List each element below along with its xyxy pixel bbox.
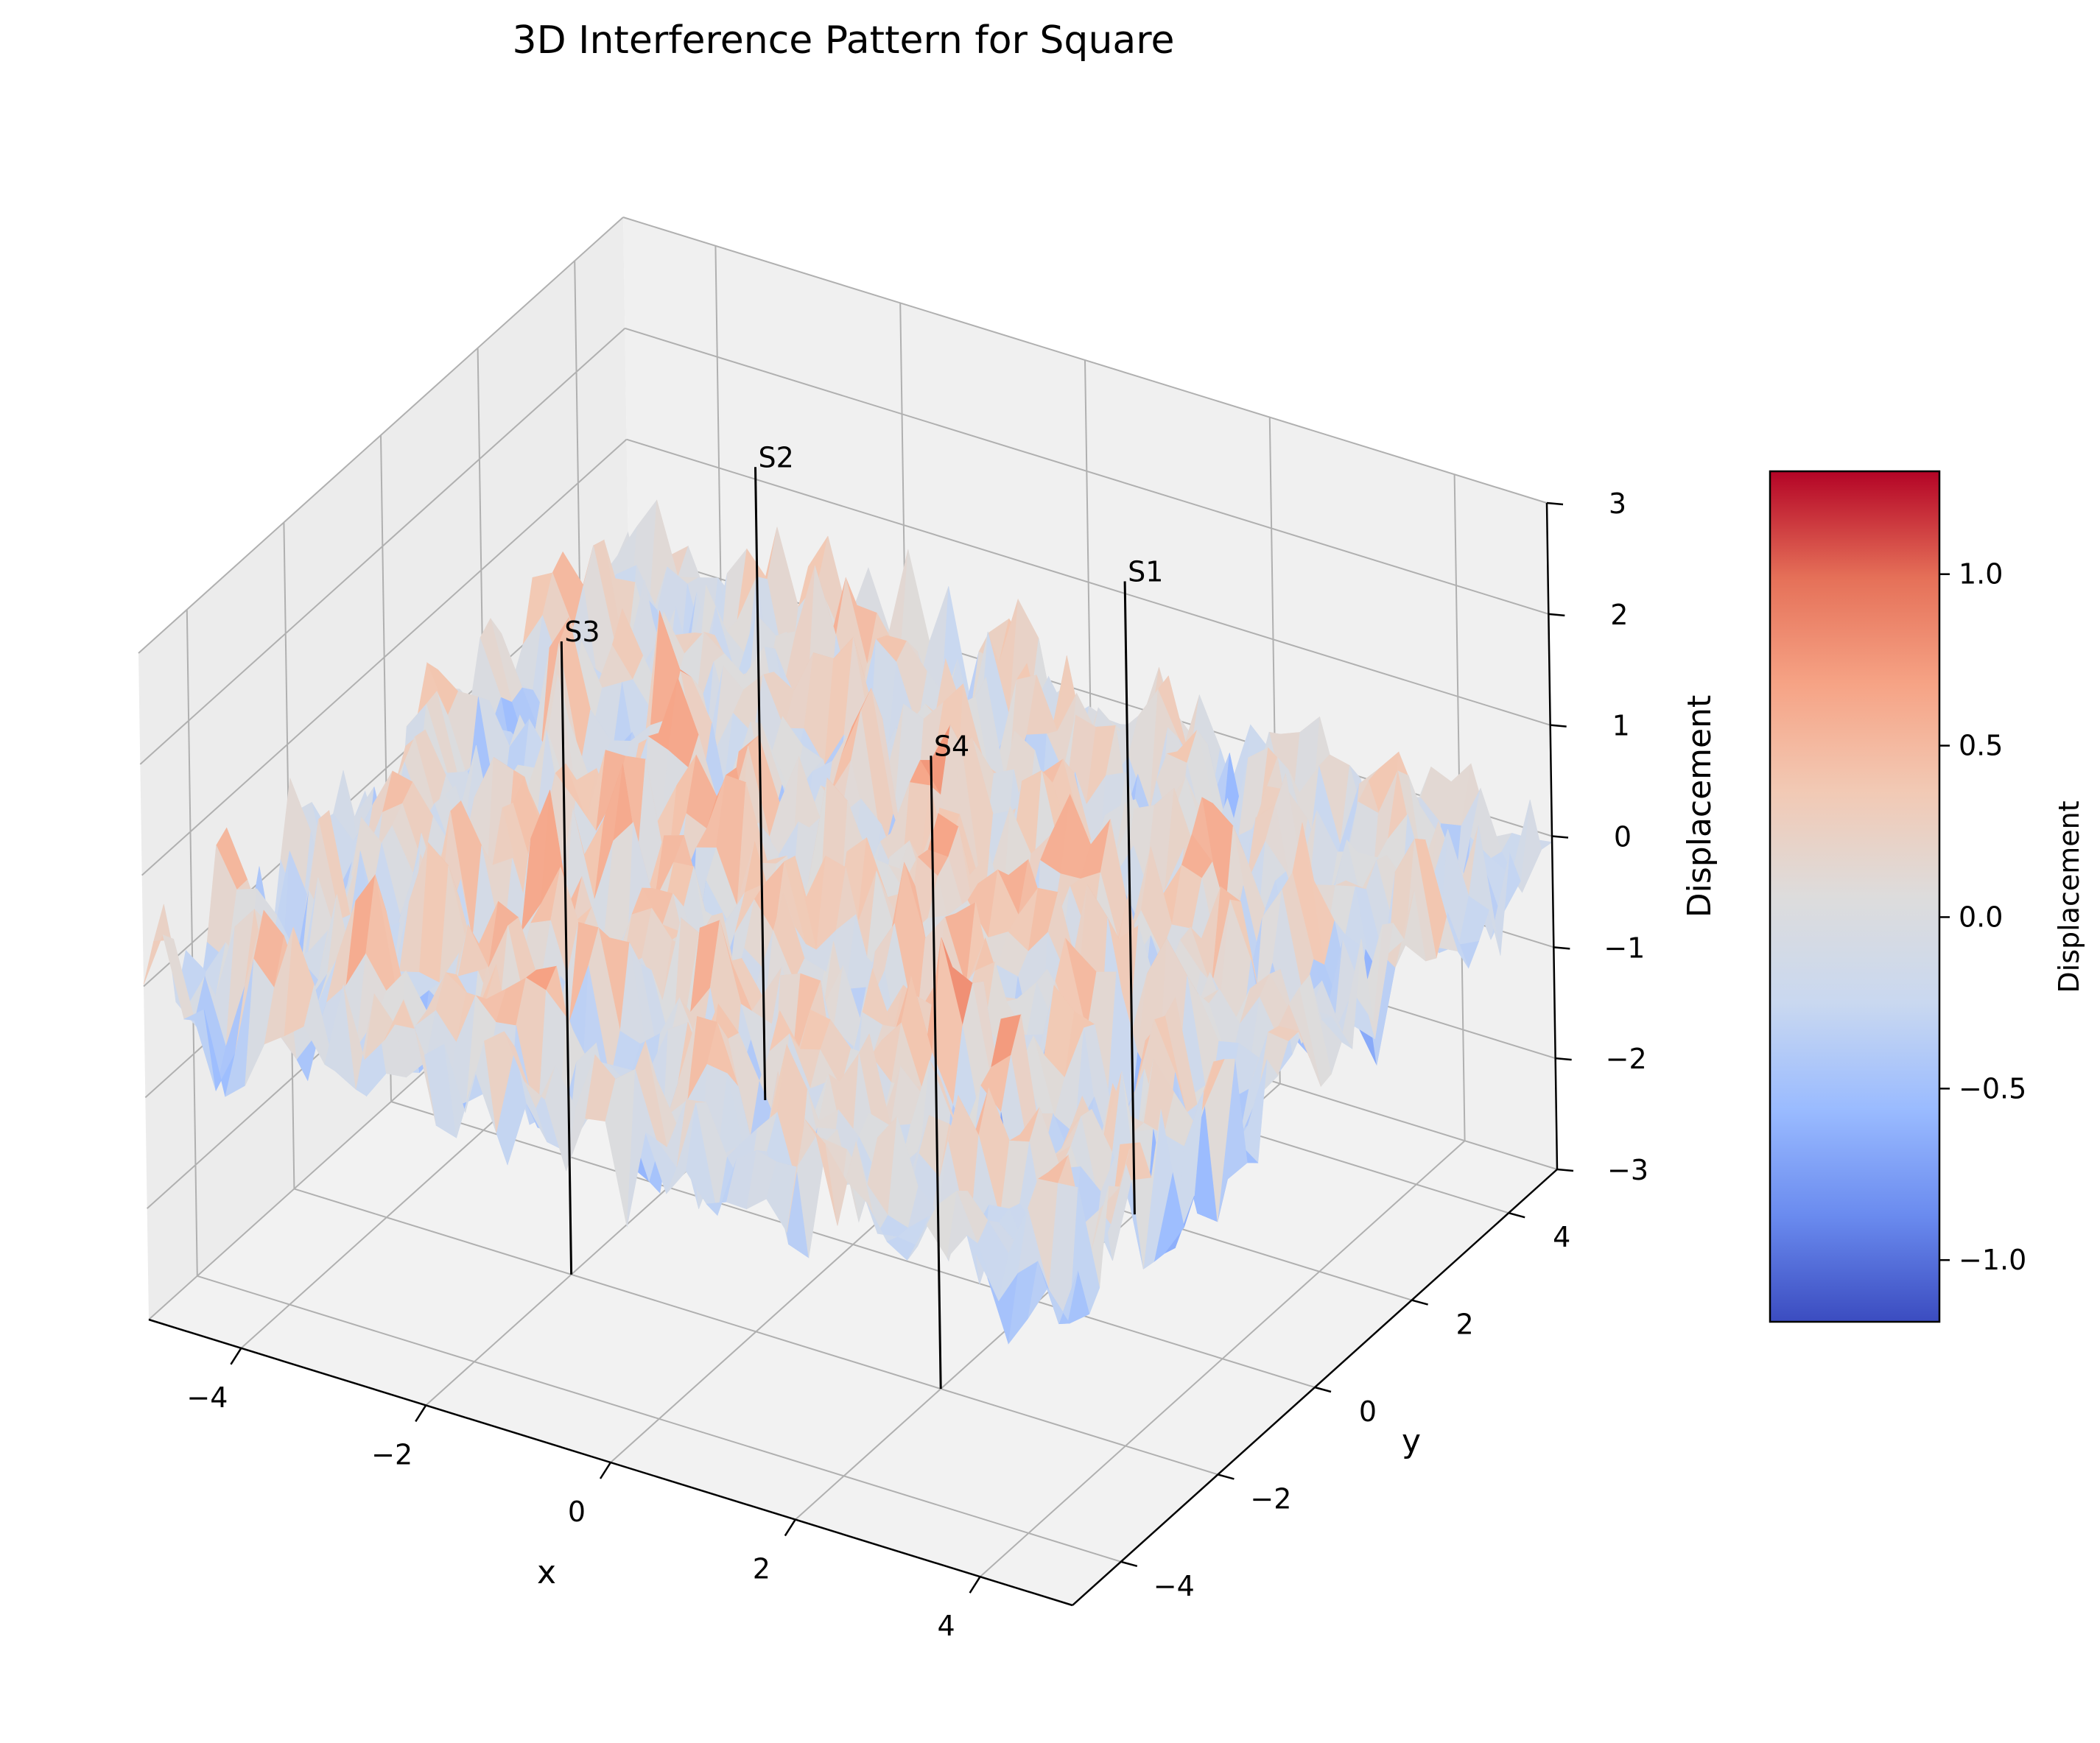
y-axis-label: y bbox=[1402, 1423, 1421, 1460]
x-tick-label: 0 bbox=[568, 1496, 586, 1528]
z-tick bbox=[1551, 835, 1569, 839]
source-label-s1: S1 bbox=[1128, 555, 1163, 588]
floor-grid-y bbox=[294, 1188, 1218, 1476]
left-grid-z bbox=[141, 438, 628, 876]
x-tick bbox=[415, 1404, 427, 1423]
y-tick bbox=[1411, 1299, 1428, 1306]
colorbar-label: Displacement bbox=[2053, 800, 2085, 993]
colorbar: −1.0 −0.5 0.0 0.5 1.0 Displacement bbox=[1769, 470, 2085, 1323]
x-tick-label: −4 bbox=[186, 1381, 228, 1414]
x-tick-label: 4 bbox=[938, 1610, 955, 1642]
source-label-s2: S2 bbox=[759, 441, 794, 473]
source-line-s4 bbox=[930, 756, 942, 1390]
floor-grid-y bbox=[197, 1275, 1122, 1563]
source-label-s3: S3 bbox=[564, 616, 600, 648]
y-tick-label: 0 bbox=[1359, 1395, 1377, 1428]
colorbar-tick-label: 1.0 bbox=[1959, 558, 2003, 591]
colorbar-bar bbox=[1769, 470, 1941, 1323]
chart-title: 3D Interference Pattern for Square bbox=[512, 18, 1174, 63]
z-tick-label: −3 bbox=[1607, 1154, 1648, 1186]
x-axis-label: x bbox=[537, 1554, 556, 1591]
x-tick bbox=[599, 1462, 612, 1479]
axes: −4 −2 0 2 4 −4 −2 0 2 4 −3 −2 −1 0 1 2 3 bbox=[148, 487, 1648, 1642]
z-tick bbox=[1550, 724, 1567, 728]
left-grid-z bbox=[139, 328, 626, 765]
z-tick-label: −1 bbox=[1604, 932, 1645, 964]
y-tick-label: −2 bbox=[1250, 1482, 1291, 1515]
z-tick-label: 0 bbox=[1614, 821, 1632, 853]
z-tick-label: 2 bbox=[1610, 599, 1628, 631]
back-grid-z bbox=[626, 438, 1551, 726]
source-markers: S1 S2 S3 S4 bbox=[560, 441, 1163, 1390]
z-tick bbox=[1548, 613, 1565, 617]
z-tick-label: 1 bbox=[1612, 710, 1630, 742]
source-line-s3 bbox=[560, 641, 573, 1275]
z-tick bbox=[1553, 946, 1570, 950]
colorbar-tick-label: 0.0 bbox=[1959, 901, 2003, 933]
z-tick bbox=[1555, 1057, 1572, 1061]
back-grid-z bbox=[622, 216, 1548, 504]
z-tick-label: −2 bbox=[1606, 1043, 1647, 1075]
x-tick bbox=[230, 1348, 242, 1365]
left-grid-z bbox=[138, 216, 624, 654]
surface-plot bbox=[143, 499, 1553, 1345]
floor-grid-y bbox=[390, 1101, 1316, 1388]
y-tick bbox=[1508, 1211, 1525, 1219]
x-tick-label: 2 bbox=[753, 1553, 770, 1585]
colorbar-tick-label: −0.5 bbox=[1959, 1072, 2026, 1105]
z-tick bbox=[1546, 501, 1564, 506]
y-tick-label: 2 bbox=[1456, 1309, 1474, 1341]
source-label-s4: S4 bbox=[934, 730, 969, 762]
y-tick bbox=[1314, 1386, 1332, 1393]
colorbar-tick-label: −1.0 bbox=[1959, 1244, 2026, 1276]
x-tick bbox=[784, 1518, 796, 1537]
z-axis-label: Displacement bbox=[1681, 695, 1718, 918]
x-tick-label: −2 bbox=[371, 1438, 412, 1471]
back-grid-z bbox=[625, 327, 1549, 615]
source-line-s1 bbox=[1123, 581, 1136, 1215]
y-tick bbox=[1218, 1473, 1235, 1480]
y-tick-label: −4 bbox=[1153, 1570, 1195, 1602]
x-tick bbox=[969, 1576, 981, 1594]
y-tick bbox=[1120, 1560, 1138, 1568]
z-tick bbox=[1556, 1168, 1574, 1172]
y-tick-label: 4 bbox=[1553, 1221, 1570, 1253]
colorbar-tick-label: 0.5 bbox=[1959, 730, 2003, 762]
z-tick-label: 3 bbox=[1609, 487, 1626, 520]
source-line-s2 bbox=[754, 467, 767, 1101]
surface-facet bbox=[1047, 1270, 1078, 1325]
